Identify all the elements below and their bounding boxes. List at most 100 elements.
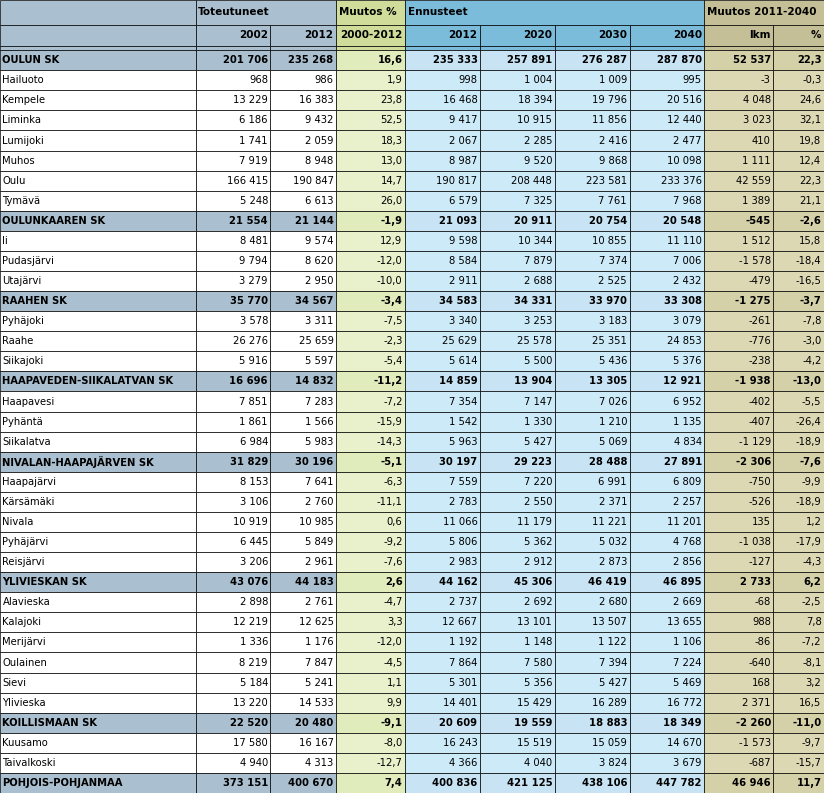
Bar xyxy=(555,672,630,692)
Text: 5 248: 5 248 xyxy=(240,196,268,205)
Text: -7,8: -7,8 xyxy=(802,316,822,326)
Bar xyxy=(270,110,336,131)
Bar xyxy=(270,653,336,672)
Text: -2 306: -2 306 xyxy=(736,457,771,467)
Text: 2 733: 2 733 xyxy=(740,577,771,587)
Bar xyxy=(0,251,195,271)
Text: -14,3: -14,3 xyxy=(377,437,403,446)
Bar xyxy=(630,653,705,672)
Text: -7,2: -7,2 xyxy=(383,396,403,407)
Bar xyxy=(195,291,270,311)
Bar xyxy=(270,592,336,612)
Text: 46 895: 46 895 xyxy=(663,577,702,587)
Bar xyxy=(705,351,774,371)
Bar xyxy=(270,713,336,733)
Text: 995: 995 xyxy=(683,75,702,86)
Text: -13,0: -13,0 xyxy=(793,377,822,386)
Text: 2 680: 2 680 xyxy=(598,597,627,607)
Text: 2 783: 2 783 xyxy=(449,497,477,507)
Text: 7 224: 7 224 xyxy=(673,657,702,668)
Text: Hailuoto: Hailuoto xyxy=(2,75,44,86)
Text: -11,1: -11,1 xyxy=(377,497,403,507)
Bar xyxy=(336,251,405,271)
Bar xyxy=(195,733,270,753)
Bar xyxy=(480,311,555,331)
Bar xyxy=(195,311,270,331)
Bar xyxy=(774,231,824,251)
Text: -2,3: -2,3 xyxy=(383,336,403,347)
Bar xyxy=(555,151,630,170)
Bar xyxy=(480,191,555,211)
Bar xyxy=(336,532,405,552)
Bar xyxy=(0,392,195,412)
Text: 24,6: 24,6 xyxy=(799,95,822,105)
Text: -2,6: -2,6 xyxy=(799,216,822,226)
Text: -776: -776 xyxy=(748,336,771,347)
Text: Muutos %: Muutos % xyxy=(339,7,396,17)
Text: -16,5: -16,5 xyxy=(796,276,822,286)
Bar xyxy=(705,532,774,552)
Bar xyxy=(630,632,705,653)
Bar xyxy=(555,251,630,271)
Bar xyxy=(270,191,336,211)
Bar xyxy=(555,552,630,573)
Bar xyxy=(480,211,555,231)
Bar xyxy=(336,351,405,371)
Text: 2012: 2012 xyxy=(448,30,477,40)
Text: 201 706: 201 706 xyxy=(222,56,268,65)
Text: 400 836: 400 836 xyxy=(432,778,477,788)
Text: 257 891: 257 891 xyxy=(507,56,552,65)
Text: Oulainen: Oulainen xyxy=(2,657,47,668)
Text: Pyhäntä: Pyhäntä xyxy=(2,416,43,427)
Text: 2 983: 2 983 xyxy=(449,557,477,567)
Text: 2 059: 2 059 xyxy=(305,136,334,146)
Bar xyxy=(0,50,195,71)
Bar xyxy=(405,131,480,151)
Text: 16,5: 16,5 xyxy=(799,698,822,707)
Bar xyxy=(270,672,336,692)
Text: 135: 135 xyxy=(751,517,771,527)
Bar xyxy=(0,612,195,632)
Bar xyxy=(270,25,336,46)
Bar xyxy=(630,271,705,291)
Text: 3 183: 3 183 xyxy=(599,316,627,326)
Bar xyxy=(405,412,480,431)
Bar xyxy=(270,351,336,371)
Text: 2 950: 2 950 xyxy=(305,276,334,286)
Bar xyxy=(774,151,824,170)
Bar xyxy=(555,773,630,793)
Text: 7 325: 7 325 xyxy=(524,196,552,205)
Text: 43 076: 43 076 xyxy=(230,577,268,587)
Bar xyxy=(630,50,705,71)
Bar xyxy=(270,90,336,110)
Bar xyxy=(195,331,270,351)
Text: 10 344: 10 344 xyxy=(517,236,552,246)
Bar xyxy=(630,211,705,231)
Text: 7,8: 7,8 xyxy=(806,618,822,627)
Text: 5 597: 5 597 xyxy=(305,356,334,366)
Text: 25 659: 25 659 xyxy=(298,336,334,347)
Bar xyxy=(0,733,195,753)
Bar xyxy=(705,552,774,573)
Bar xyxy=(0,672,195,692)
Text: 33 308: 33 308 xyxy=(664,296,702,306)
Bar xyxy=(555,311,630,331)
Bar xyxy=(480,50,555,71)
Bar xyxy=(630,291,705,311)
Text: Ylivieska: Ylivieska xyxy=(2,698,46,707)
Bar xyxy=(555,452,630,472)
Text: 223 581: 223 581 xyxy=(586,176,627,186)
Text: 45 306: 45 306 xyxy=(514,577,552,587)
Text: 9 868: 9 868 xyxy=(598,155,627,166)
Bar xyxy=(336,713,405,733)
Bar xyxy=(705,71,774,90)
Text: Haapavesi: Haapavesi xyxy=(2,396,54,407)
Bar xyxy=(0,512,195,532)
Bar xyxy=(705,653,774,672)
Text: -7,2: -7,2 xyxy=(802,638,822,647)
Text: -4,7: -4,7 xyxy=(383,597,403,607)
Text: 2000-2012: 2000-2012 xyxy=(340,30,403,40)
Text: 16 772: 16 772 xyxy=(667,698,702,707)
Bar xyxy=(405,211,480,231)
Text: 20 911: 20 911 xyxy=(514,216,552,226)
